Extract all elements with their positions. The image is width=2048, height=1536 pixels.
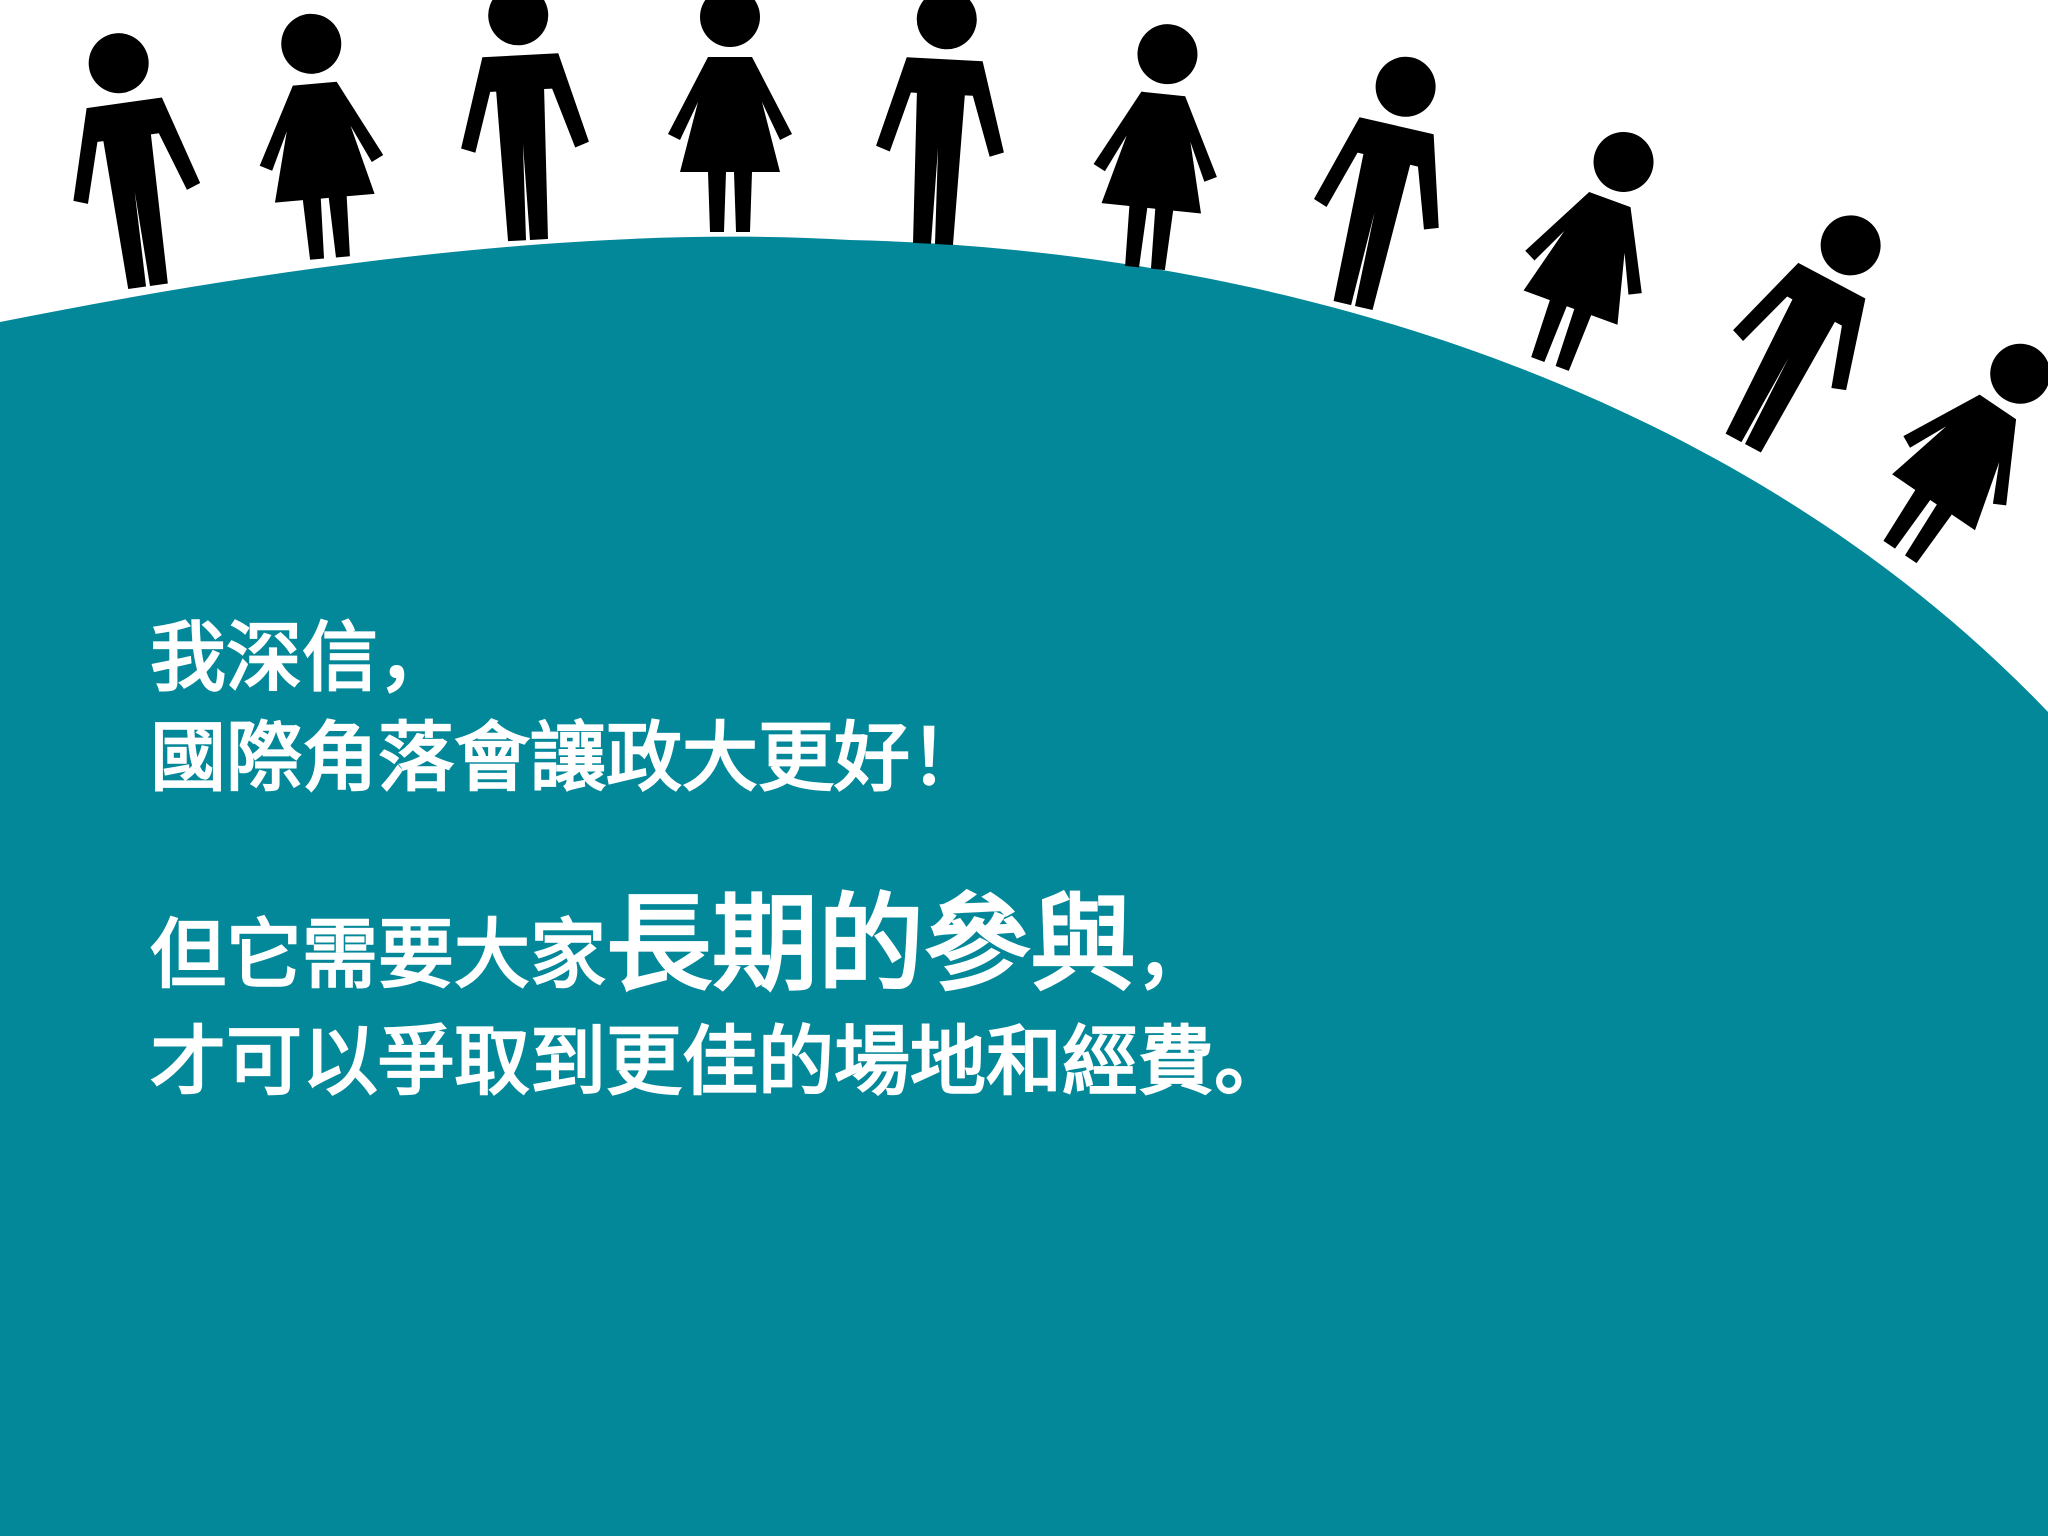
man-figure-icon	[1314, 56, 1439, 311]
participation-prefix: 但它需要大家	[150, 910, 606, 999]
man-figure-icon	[73, 33, 201, 290]
participation-line: 但它需要大家長期的參與，	[150, 880, 1212, 1020]
woman-figure-icon	[259, 13, 384, 260]
woman-figure-icon	[1523, 131, 1654, 371]
people-figures	[73, 0, 2048, 564]
man-figure-icon	[461, 0, 589, 242]
woman-figure-icon	[1883, 343, 2048, 564]
belief-statement: 國際角落會讓政大更好！	[150, 713, 986, 802]
man-figure-icon	[1725, 215, 1881, 453]
goal-line: 才可以爭取到更佳的場地和經費。	[150, 1017, 1290, 1106]
participation-emphasis: 長期的參與	[606, 883, 1136, 1006]
participation-comma: ，	[1136, 910, 1212, 999]
woman-figure-icon	[668, 0, 792, 232]
belief-line: 我深信，	[150, 613, 454, 702]
teal-hill	[0, 236, 2048, 1536]
man-figure-icon	[876, 0, 1004, 245]
woman-figure-icon	[1093, 24, 1217, 271]
